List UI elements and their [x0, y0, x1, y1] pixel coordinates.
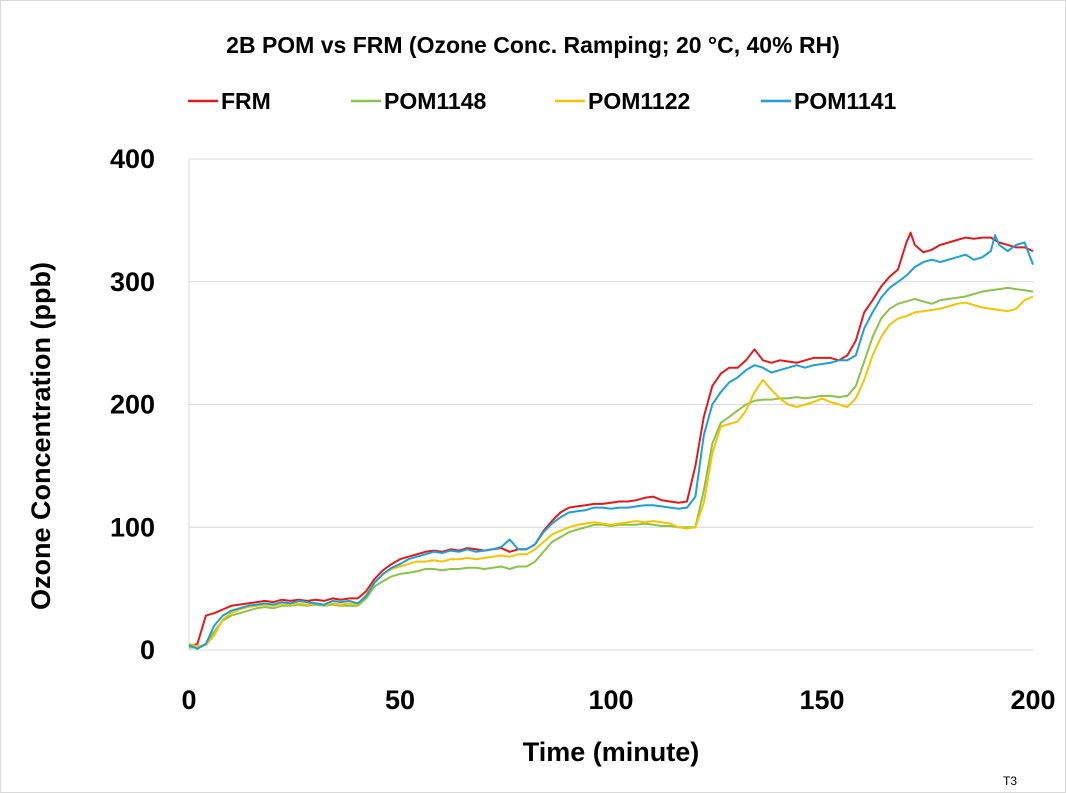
footnote-label: T3 — [1003, 774, 1017, 788]
y-tick-label: 300 — [110, 267, 155, 297]
chart-title: 2B POM vs FRM (Ozone Conc. Ramping; 20 °… — [226, 32, 840, 58]
legend-label: POM1148 — [384, 88, 486, 114]
x-tick-label: 0 — [181, 685, 196, 715]
series-lines — [188, 231, 1034, 650]
x-axis-title: Time (minute) — [523, 737, 700, 767]
x-tick-label: 200 — [1010, 685, 1055, 715]
series-line-frm — [188, 231, 1034, 648]
y-tick-label: 400 — [110, 144, 155, 174]
series-line-pom1148 — [189, 286, 1034, 649]
x-tick-label: 100 — [588, 685, 633, 715]
y-tick-label: 100 — [110, 512, 155, 542]
x-tick-label: 50 — [385, 685, 415, 715]
y-tick-label: 0 — [140, 635, 155, 665]
y-tick-label: 200 — [110, 390, 155, 420]
y-axis-title: Ozone Concentration (ppb) — [26, 262, 56, 610]
x-tick-label: 150 — [799, 685, 844, 715]
gridlines — [188, 158, 1033, 651]
legend-label: FRM — [221, 88, 271, 114]
x-axis-ticks: 0 50 100 150 200 — [181, 685, 1055, 715]
series-line-pom1141 — [188, 234, 1034, 650]
legend-label: POM1141 — [794, 88, 896, 114]
series-line-pom1122 — [188, 295, 1034, 648]
legend-label: POM1122 — [588, 88, 690, 114]
y-axis-ticks: 0 100 200 300 400 — [110, 144, 155, 665]
legend: FRM POM1148 POM1122 POM1141 — [188, 88, 896, 114]
